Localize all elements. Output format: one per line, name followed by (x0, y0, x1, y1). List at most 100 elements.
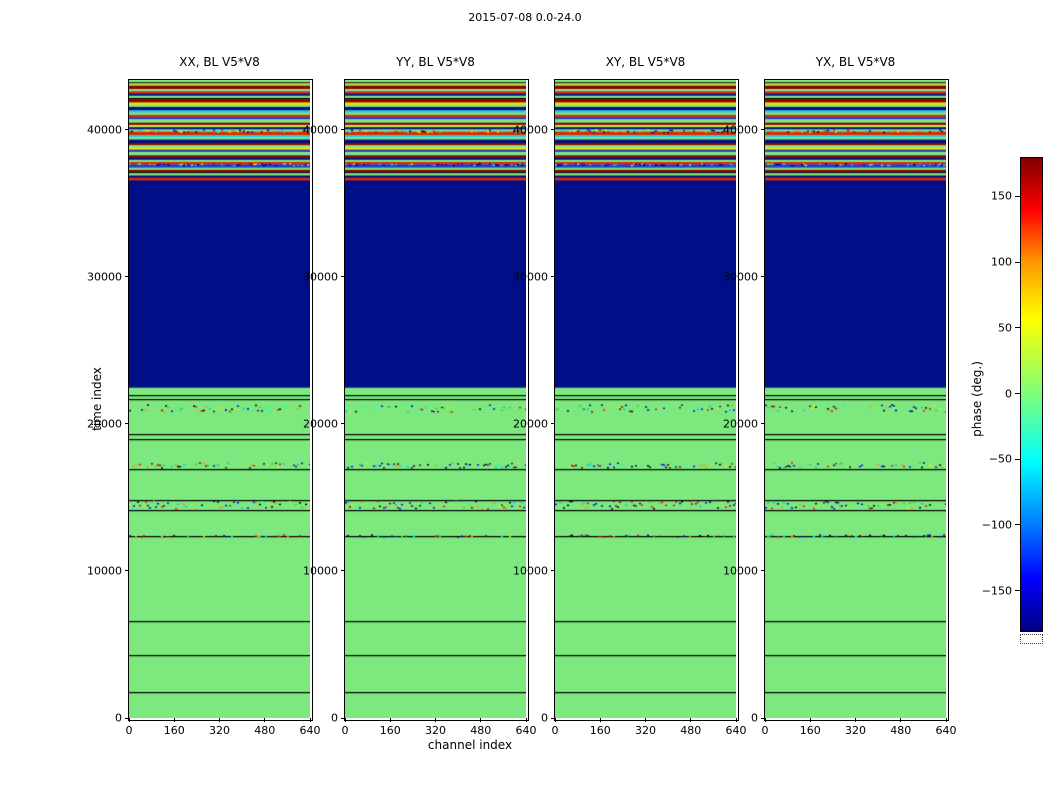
x-tick-mark (389, 718, 391, 722)
y-tick-label: 40000 (87, 123, 122, 137)
x-tick-mark (690, 718, 692, 722)
y-tick-label: 40000 (303, 123, 338, 137)
x-tick-mark (599, 718, 601, 722)
y-tick-label: 20000 (723, 417, 758, 431)
x-tick-label: 0 (125, 724, 133, 737)
colorbar-tick-label: −50 (988, 452, 1012, 466)
x-tick-label: 320 (209, 724, 230, 737)
y-tick-label: 20000 (87, 417, 122, 431)
y-tick-label: 10000 (723, 564, 758, 578)
panel-title-xx: XX, BL V5*V8 (179, 55, 260, 69)
y-tick-mark (341, 423, 345, 425)
x-tick-label: 320 (845, 724, 866, 737)
x-tick-label: 640 (935, 724, 957, 737)
y-tick-mark (125, 570, 129, 572)
heatmap-panel-yx (765, 80, 946, 718)
y-tick-mark (125, 717, 129, 719)
y-tick-mark (761, 717, 765, 719)
y-tick-mark (341, 717, 345, 719)
y-tick-label: 30000 (87, 270, 122, 284)
x-tick-label: 320 (635, 724, 656, 737)
heatmap-panel-xy (555, 80, 736, 718)
colorbar-tick-mark (1015, 327, 1020, 329)
x-tick-label: 160 (589, 724, 611, 737)
x-tick-label: 160 (163, 724, 185, 737)
colorbar-label: phase (deg.) (970, 361, 984, 437)
y-tick-mark (761, 570, 765, 572)
colorbar-tick-label: 50 (998, 321, 1012, 335)
y-tick-label: 30000 (303, 270, 338, 284)
figure-title: 2015-07-08 0.0-24.0 (468, 11, 582, 24)
x-tick-label: 640 (515, 724, 537, 737)
y-tick-mark (341, 129, 345, 131)
colorbar-tick-label: −150 (981, 584, 1012, 598)
y-tick-mark (125, 423, 129, 425)
y-tick-mark (551, 570, 555, 572)
x-tick-mark (480, 718, 482, 722)
x-tick-mark (264, 718, 266, 722)
y-tick-label: 20000 (303, 417, 338, 431)
y-tick-mark (551, 276, 555, 278)
x-tick-mark (645, 718, 646, 722)
x-tick-label: 0 (341, 724, 349, 737)
x-tick-mark (900, 718, 902, 722)
x-tick-mark (855, 718, 856, 722)
y-tick-mark (341, 276, 345, 278)
y-axis-label: time index (90, 367, 104, 431)
x-tick-mark (764, 718, 766, 722)
colorbar-tick-mark (1015, 195, 1020, 197)
y-tick-mark (551, 423, 555, 425)
colorbar-tick-mark (1015, 458, 1020, 460)
x-tick-mark (435, 718, 436, 722)
heatmap-panel-yy (345, 80, 526, 718)
y-tick-label: 0 (115, 711, 122, 725)
colorbar-tick-label: 100 (991, 255, 1012, 269)
x-tick-mark (344, 718, 346, 722)
y-tick-mark (551, 129, 555, 131)
heatmap-panel-xx (129, 80, 310, 718)
x-tick-label: 640 (299, 724, 321, 737)
y-tick-label: 20000 (513, 417, 548, 431)
y-tick-label: 0 (331, 711, 338, 725)
colorbar-tick-mark (1015, 393, 1020, 394)
y-tick-label: 30000 (513, 270, 548, 284)
colorbar-tick-mark (1015, 590, 1020, 592)
panel-title-yy: YY, BL V5*V8 (396, 55, 475, 69)
x-tick-label: 0 (761, 724, 769, 737)
y-tick-mark (551, 717, 555, 719)
y-tick-mark (125, 129, 129, 131)
y-tick-label: 0 (541, 711, 548, 725)
colorbar-tick-mark (1015, 261, 1020, 263)
y-tick-mark (761, 423, 765, 425)
x-tick-label: 160 (799, 724, 821, 737)
x-tick-label: 480 (254, 724, 276, 737)
x-tick-label: 480 (890, 724, 912, 737)
x-tick-label: 480 (680, 724, 702, 737)
panel-title-yx: YX, BL V5*V8 (815, 55, 896, 69)
colorbar-tick-label: 150 (991, 189, 1012, 203)
colorbar-tick-mark (1015, 524, 1020, 526)
y-tick-mark (125, 276, 129, 278)
y-tick-mark (341, 570, 345, 572)
x-tick-mark (173, 718, 175, 722)
y-tick-label: 40000 (513, 123, 548, 137)
y-tick-label: 30000 (723, 270, 758, 284)
y-tick-label: 0 (751, 711, 758, 725)
colorbar-gradient (1020, 157, 1043, 632)
x-tick-label: 640 (725, 724, 747, 737)
x-tick-mark (945, 718, 947, 722)
x-axis-label: channel index (427, 738, 513, 752)
y-tick-label: 10000 (87, 564, 122, 578)
colorbar-tick-label: −100 (981, 518, 1012, 532)
x-tick-label: 320 (425, 724, 446, 737)
x-tick-mark (554, 718, 556, 722)
panel-title-xy: XY, BL V5*V8 (605, 55, 686, 69)
colorbar-tick-label: 0 (1005, 387, 1012, 400)
colorbar-extend-marker (1020, 634, 1043, 644)
y-tick-mark (761, 129, 765, 131)
y-tick-label: 10000 (303, 564, 338, 578)
x-tick-mark (219, 718, 220, 722)
x-tick-label: 480 (470, 724, 492, 737)
x-tick-mark (128, 718, 130, 722)
